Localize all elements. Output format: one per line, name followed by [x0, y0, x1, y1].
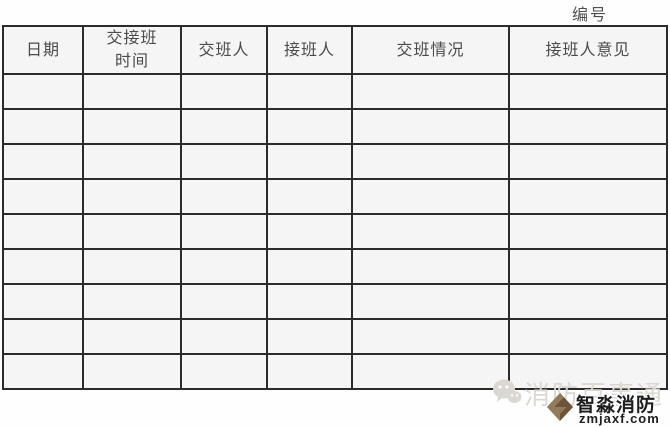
table-cell: [266, 353, 353, 391]
table-cell: [82, 73, 182, 111]
table-cell: [2, 283, 84, 321]
column-header-outgoing-person: 交班人: [180, 24, 268, 76]
table-header-row: 日期 交接班 时间 交班人 接班人 交班情况 接班人意见: [2, 24, 668, 76]
table-row: [2, 248, 668, 286]
table-cell: [508, 283, 668, 321]
table-cell: [2, 318, 84, 356]
diamond-logo-icon: [546, 391, 574, 427]
table-cell: [266, 143, 353, 181]
table-cell: [351, 73, 510, 111]
table-row: [2, 108, 668, 146]
table-cell: [351, 178, 510, 216]
table-cell: [180, 248, 268, 286]
table-cell: [508, 178, 668, 216]
table-cell: [508, 143, 668, 181]
table-cell: [266, 178, 353, 216]
table-cell: [2, 353, 84, 391]
table-cell: [508, 248, 668, 286]
table-cell: [266, 73, 353, 111]
column-header-incoming-person: 接班人: [266, 24, 353, 76]
table-cell: [2, 248, 84, 286]
table-cell: [2, 213, 84, 251]
table-cell: [266, 213, 353, 251]
table-cell: [351, 318, 510, 356]
table-cell: [180, 213, 268, 251]
table-cell: [180, 143, 268, 181]
table-cell: [351, 108, 510, 146]
table-row: [2, 143, 668, 181]
table-cell: [351, 213, 510, 251]
table-cell: [508, 73, 668, 111]
table-cell: [82, 178, 182, 216]
table-cell: [180, 318, 268, 356]
column-header-shift-time: 交接班 时间: [82, 24, 182, 76]
table-cell: [266, 108, 353, 146]
column-header-shift-status: 交班情况: [351, 24, 510, 76]
table-row: [2, 283, 668, 321]
column-header-incoming-opinion: 接班人意见: [508, 24, 668, 76]
table-cell: [508, 213, 668, 251]
table-cell: [266, 283, 353, 321]
table-cell: [180, 73, 268, 111]
brand-url-text: zmjaxf.com: [579, 411, 660, 426]
table-body: [2, 73, 668, 391]
table-cell: [266, 318, 353, 356]
table-cell: [82, 248, 182, 286]
table-cell: [82, 108, 182, 146]
table-row: [2, 318, 668, 356]
brand-name-text: 智淼消防: [576, 395, 657, 416]
table-cell: [180, 108, 268, 146]
table-cell: [82, 143, 182, 181]
table-cell: [2, 108, 84, 146]
table-cell: [82, 213, 182, 251]
table-cell: [508, 318, 668, 356]
table-cell: [2, 178, 84, 216]
column-header-date: 日期: [2, 24, 84, 76]
table-cell: [82, 353, 182, 391]
table-cell: [180, 353, 268, 391]
table-cell: [266, 248, 353, 286]
table-row: [2, 213, 668, 251]
table-cell: [82, 318, 182, 356]
table-cell: [2, 73, 84, 111]
table-row: [2, 73, 668, 111]
table-row: [2, 353, 668, 391]
table-cell: [82, 283, 182, 321]
table-cell: [2, 143, 84, 181]
table-cell: [508, 108, 668, 146]
table-cell: [180, 178, 268, 216]
table-cell: [180, 283, 268, 321]
table-cell: [351, 353, 510, 391]
table-cell: [351, 283, 510, 321]
serial-number-label: 编号: [572, 7, 609, 24]
table-row: [2, 178, 668, 216]
table-cell: [351, 143, 510, 181]
handover-log-table: 日期 交接班 时间 交班人 接班人 交班情况 接班人意见: [2, 24, 668, 391]
table-cell: [508, 353, 668, 391]
table-cell: [351, 248, 510, 286]
